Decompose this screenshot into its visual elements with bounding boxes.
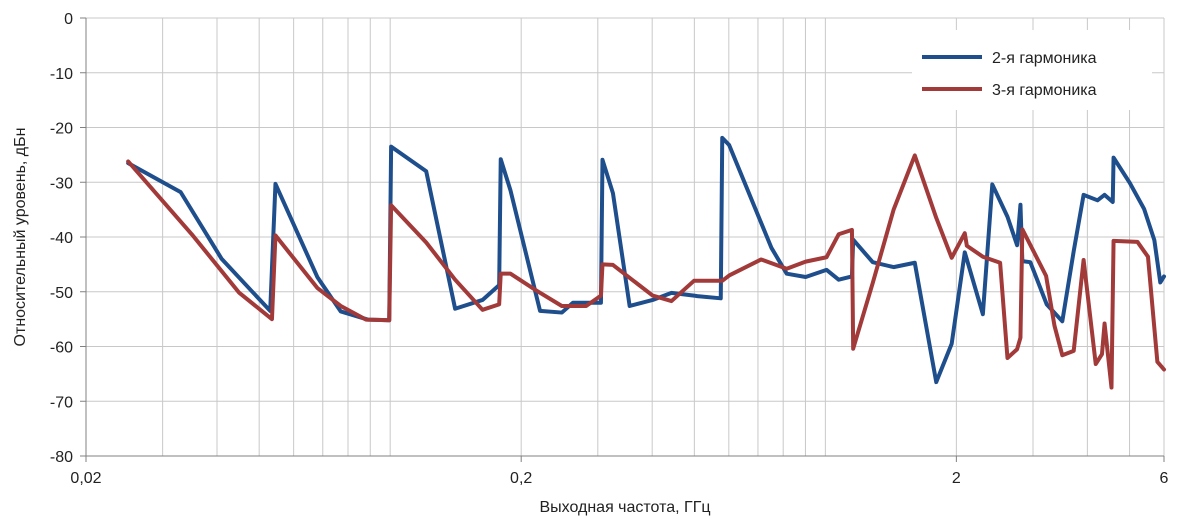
y-tick-label: -10 (50, 66, 73, 83)
series-group (126, 135, 1166, 390)
y-tick-label: -40 (50, 230, 73, 247)
legend-box (912, 30, 1152, 110)
x-tick-label: 0,02 (70, 470, 101, 487)
series-line-2 (126, 153, 1166, 390)
y-tick-label: -60 (50, 340, 73, 357)
y-tick-label: -30 (50, 175, 73, 192)
axes (80, 17, 1165, 462)
y-tick-label: -70 (50, 394, 73, 411)
y-tick-label: -20 (50, 121, 73, 138)
y-tick-label: -80 (50, 449, 73, 466)
legend: 2-я гармоника 3-я гармоника (912, 30, 1152, 110)
y-axis-title: Относительный уровень, дБн (12, 128, 29, 347)
x-axis-title: Выходная частота, ГГц (539, 499, 710, 516)
x-tick-label: 0,2 (510, 470, 532, 487)
y-tick-label: -50 (50, 285, 73, 302)
y-tick-label: 0 (64, 11, 73, 28)
tick-labels: 0 -10 -20 -30 -40 -50 -60 -70 -80 0,02 0,2 2 6 (50, 11, 1169, 487)
x-tick-label: 6 (1160, 470, 1169, 487)
series-line-1 (126, 135, 1166, 385)
x-tick-label: 2 (952, 470, 961, 487)
legend-label-series-2: 3-я гармоника (992, 82, 1097, 99)
legend-label-series-1: 2-я гармоника (992, 50, 1097, 67)
